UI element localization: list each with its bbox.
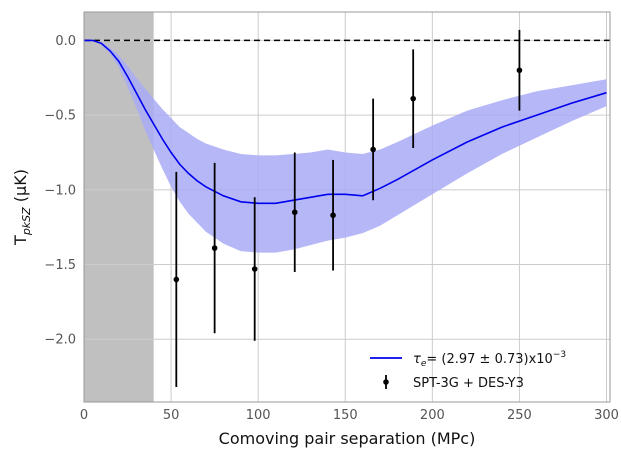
- plot-frame: [83, 11, 611, 403]
- legend-data-marker: [383, 379, 389, 385]
- x-tick-label: 250: [507, 408, 532, 423]
- data-marker: [410, 95, 416, 102]
- y-axis-title: TpkSZ (µK): [11, 169, 33, 246]
- data-marker: [330, 212, 336, 219]
- x-tick-label: 150: [333, 408, 358, 423]
- legend-model-label: τe= (2.97 ± 0.73)x10−3: [413, 350, 566, 369]
- y-tick-label: −2.0: [44, 333, 76, 348]
- y-axis-title-sub: pkSZ: [20, 207, 33, 236]
- data-marker: [211, 245, 218, 251]
- legend-model-value: = (2.97 ± 0.73)x10: [426, 352, 552, 367]
- data-marker: [173, 276, 180, 283]
- x-tick-label: 0: [80, 408, 88, 423]
- data-point: [516, 29, 523, 111]
- data-marker: [370, 146, 376, 153]
- excluded-region: [84, 12, 154, 402]
- y-axis-title-main: T: [11, 235, 30, 246]
- legend-model-tau-sub: e: [421, 359, 427, 369]
- y-tick-label: −1.5: [44, 258, 76, 273]
- data-marker: [516, 67, 523, 74]
- y-tick-label: −0.5: [44, 109, 76, 124]
- x-tick-label: 200: [420, 408, 445, 423]
- model-line: [84, 39, 607, 205]
- data-point: [173, 171, 180, 388]
- legend-data-label: SPT-3G + DES-Y3: [413, 376, 524, 391]
- data-point: [370, 98, 376, 201]
- data-point: [330, 159, 336, 271]
- y-tick-label: −1.0: [44, 183, 76, 198]
- y-axis-title-unit: (µK): [11, 169, 30, 207]
- x-tick-label: 100: [246, 408, 271, 423]
- y-tick-label: 0.0: [55, 34, 76, 49]
- data-point: [291, 152, 298, 272]
- legend-model-tau: τ: [413, 352, 421, 367]
- x-axis-title: Comoving pair separation (MPc): [219, 429, 476, 448]
- x-tick-label: 50: [163, 408, 180, 423]
- data-marker: [291, 209, 298, 216]
- data-point: [251, 197, 258, 341]
- x-tick-label: 300: [594, 408, 619, 423]
- data-point: [211, 162, 218, 334]
- data-marker: [251, 266, 258, 272]
- legend-model-exp: −3: [553, 350, 566, 360]
- legend: τe= (2.97 ± 0.73)x10−3 SPT-3G + DES-Y3: [370, 350, 566, 391]
- data-point: [410, 49, 416, 148]
